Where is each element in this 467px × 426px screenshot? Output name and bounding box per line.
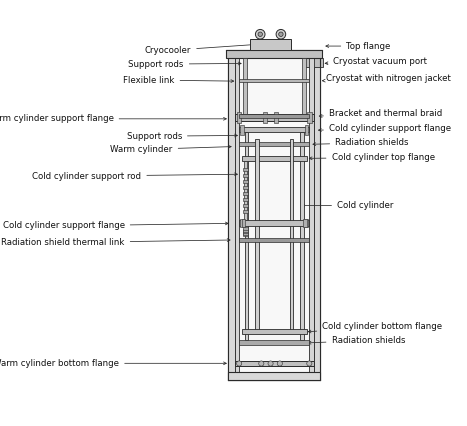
Text: Support rods: Support rods	[127, 132, 237, 141]
Bar	[243, 227, 248, 230]
Bar	[244, 161, 248, 220]
Circle shape	[237, 361, 242, 366]
Bar	[243, 204, 248, 207]
Circle shape	[259, 361, 264, 366]
Text: Radiation shields: Radiation shields	[313, 138, 409, 147]
Bar	[259, 139, 290, 333]
Bar	[255, 139, 259, 333]
Bar	[303, 219, 307, 227]
Bar	[242, 329, 307, 334]
Text: Cold cylinder support flange: Cold cylinder support flange	[2, 222, 228, 230]
Bar	[239, 114, 309, 118]
Text: Cryocooler: Cryocooler	[145, 43, 256, 55]
Bar	[235, 58, 239, 377]
Text: Flexible link: Flexible link	[123, 75, 234, 84]
Bar	[228, 372, 320, 380]
Bar	[300, 132, 304, 340]
Bar	[243, 229, 248, 232]
Bar	[239, 79, 309, 82]
Bar	[304, 219, 308, 227]
Bar	[304, 58, 323, 67]
Bar	[239, 340, 309, 345]
Bar	[243, 198, 248, 201]
Bar	[237, 112, 241, 123]
Bar	[304, 125, 308, 135]
Bar	[241, 219, 244, 227]
Bar	[241, 125, 244, 135]
Bar	[302, 58, 305, 114]
Circle shape	[268, 361, 273, 366]
Bar	[307, 112, 311, 123]
Text: Bracket and thermal braid: Bracket and thermal braid	[319, 109, 442, 118]
Text: Cryostat vacuum port: Cryostat vacuum port	[325, 57, 427, 66]
Text: Support rods: Support rods	[128, 60, 241, 69]
Bar	[243, 58, 247, 114]
Circle shape	[276, 29, 286, 39]
Bar	[243, 168, 248, 171]
Text: Cold cylinder support rod: Cold cylinder support rod	[32, 172, 237, 181]
Bar	[243, 232, 248, 235]
Bar	[243, 192, 248, 195]
Text: Warm cylinder: Warm cylinder	[110, 145, 231, 154]
Text: Top flange: Top flange	[326, 42, 391, 51]
Text: Warm cylinder bottom flange: Warm cylinder bottom flange	[0, 359, 226, 368]
Bar	[250, 40, 291, 51]
Text: Cryostat with nitrogen jacket: Cryostat with nitrogen jacket	[322, 74, 451, 83]
Text: Cold cylinder: Cold cylinder	[302, 201, 393, 210]
Bar	[235, 361, 314, 366]
Bar	[245, 132, 248, 340]
Bar	[242, 156, 307, 161]
Bar	[228, 52, 235, 380]
Circle shape	[279, 32, 283, 37]
Bar	[263, 112, 267, 123]
Text: Cold cylinder top flange: Cold cylinder top flange	[309, 153, 435, 162]
Bar	[274, 112, 278, 123]
Bar	[239, 142, 309, 146]
Circle shape	[307, 361, 312, 366]
Bar	[243, 230, 248, 233]
Bar	[235, 114, 314, 121]
Bar	[239, 220, 309, 225]
Bar	[243, 233, 248, 236]
Text: Radiation shields: Radiation shields	[308, 336, 405, 345]
Text: Warm cylinder support flange: Warm cylinder support flange	[0, 114, 226, 123]
Circle shape	[255, 29, 265, 39]
Bar	[314, 52, 320, 380]
Text: Radiation shield thermal link: Radiation shield thermal link	[1, 238, 230, 247]
Bar	[243, 180, 248, 183]
Bar	[226, 51, 322, 58]
Text: Cold cylinder support flange: Cold cylinder support flange	[318, 124, 451, 132]
Circle shape	[258, 32, 262, 37]
Bar	[243, 186, 248, 189]
Bar	[248, 132, 300, 340]
Text: Cold cylinder bottom flange: Cold cylinder bottom flange	[308, 322, 442, 333]
Circle shape	[277, 361, 283, 366]
Bar	[243, 174, 248, 177]
Bar	[239, 238, 309, 242]
Bar	[239, 127, 309, 132]
Bar	[243, 210, 248, 213]
Bar	[290, 139, 293, 333]
Bar	[228, 52, 320, 380]
Bar	[242, 219, 246, 227]
Bar	[309, 58, 314, 377]
